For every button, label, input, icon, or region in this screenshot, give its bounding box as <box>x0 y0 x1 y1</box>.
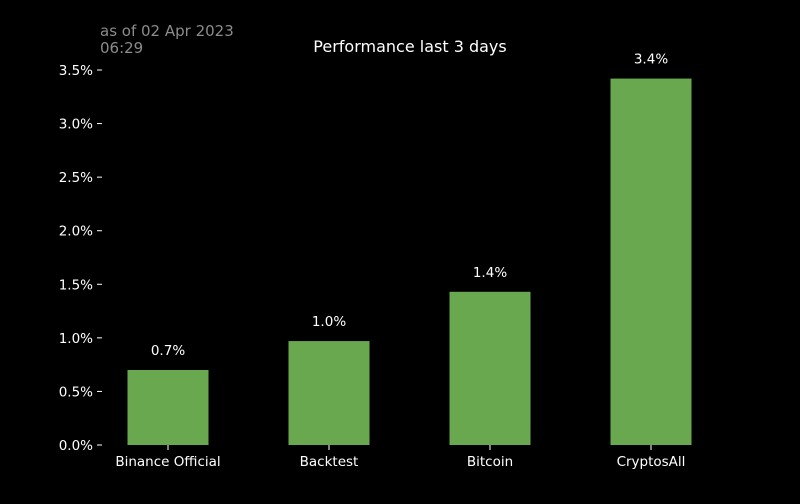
timestamp-line-1: as of 02 Apr 2023 <box>100 22 234 40</box>
y-tick-label: 2.5% <box>59 170 93 186</box>
y-tick-label: 1.5% <box>59 277 93 293</box>
y-axis: 0.0% 0.5% 1.0% 1.5% 2.0% 2.5% 3.0% 3.5% <box>59 63 102 454</box>
y-tick-label: 3.5% <box>59 63 93 79</box>
bar-data-label: 0.7% <box>151 343 185 359</box>
bar <box>127 370 209 445</box>
x-tick-label: CryptosAll <box>617 454 686 470</box>
timestamp-line-2: 06:29 <box>100 39 143 57</box>
y-tick-label: 0.0% <box>59 438 93 454</box>
x-tick-label: Backtest <box>300 454 359 470</box>
chart-title: Performance last 3 days <box>313 37 506 56</box>
bar <box>449 291 531 445</box>
y-tick-label: 3.0% <box>59 117 93 133</box>
bar <box>288 341 370 445</box>
bar <box>610 78 692 446</box>
x-tick-label: Bitcoin <box>467 454 513 470</box>
y-tick-label: 2.0% <box>59 224 93 240</box>
y-tick-label: 1.0% <box>59 331 93 347</box>
x-axis: Binance Official Backtest Bitcoin CryptosAl… <box>115 445 685 470</box>
bar-data-label: 3.4% <box>634 52 668 68</box>
x-tick-label: Binance Official <box>115 454 220 470</box>
bars-group: 0.7% 1.0% 1.4% 3.4% <box>127 52 692 446</box>
bar-data-label: 1.4% <box>473 265 507 281</box>
y-tick-label: 0.5% <box>59 384 93 400</box>
bar-data-label: 1.0% <box>312 314 346 330</box>
